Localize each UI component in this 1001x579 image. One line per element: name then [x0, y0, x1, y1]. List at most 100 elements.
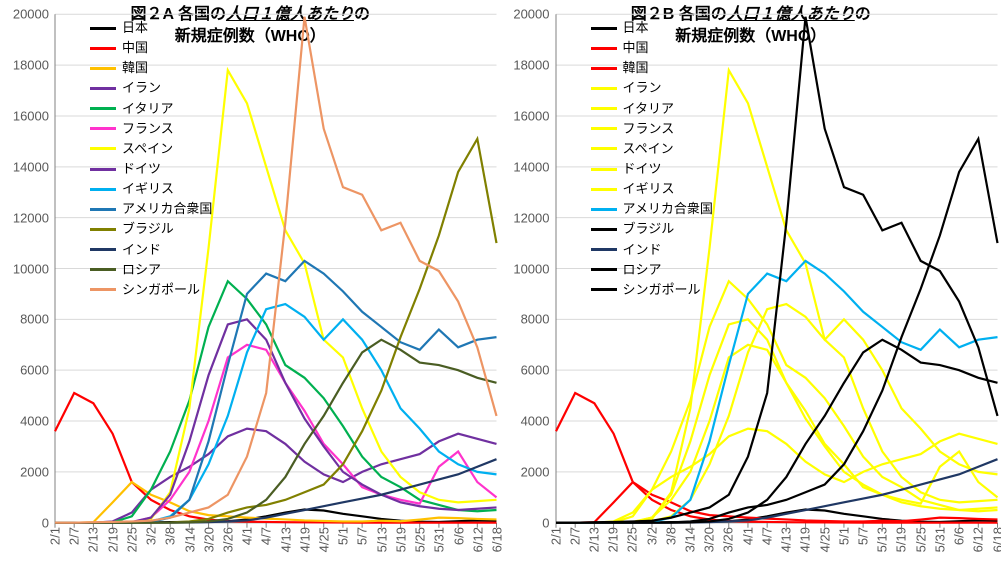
ytick-label: 14000: [13, 159, 49, 174]
series-line: [55, 459, 497, 523]
xtick-label: 3/20: [702, 527, 717, 552]
legend-item: 日本: [90, 18, 212, 38]
legend-label: イタリア: [623, 99, 674, 119]
xtick-label: 2/13: [86, 527, 101, 552]
xtick-label: 3/26: [721, 527, 736, 552]
legend-swatch: [591, 188, 617, 191]
legend-item: 日本: [591, 18, 713, 38]
legend-swatch: [90, 87, 116, 90]
legend-item: ブラジル: [591, 219, 713, 239]
legend-item: フランス: [591, 119, 713, 139]
legend-swatch: [591, 288, 617, 291]
xtick-label: 2/19: [105, 527, 120, 552]
legend-label: シンガポール: [122, 280, 200, 300]
xtick-label: 3/2: [144, 527, 159, 545]
legend-swatch: [90, 268, 116, 271]
legend-swatch: [90, 127, 116, 130]
legend-label: シンガポール: [623, 280, 701, 300]
legend-label: 日本: [122, 18, 148, 38]
legend-swatch: [591, 87, 617, 90]
xtick-label: 5/19: [894, 527, 909, 552]
xtick-label: 4/7: [759, 527, 774, 545]
xtick-label: 4/25: [817, 527, 832, 552]
ytick-label: 18000: [13, 57, 49, 72]
legend-label: イラン: [623, 78, 662, 98]
xtick-label: 3/14: [182, 527, 197, 552]
legend-item: イラン: [90, 78, 212, 98]
xtick-label: 3/8: [663, 527, 678, 545]
legend-label: イタリア: [122, 99, 173, 119]
legend-label: 韓国: [122, 58, 148, 78]
legend-swatch: [90, 107, 116, 110]
legend-swatch: [90, 228, 116, 231]
xtick-label: 3/20: [201, 527, 216, 552]
xtick-label: 4/7: [259, 527, 274, 545]
legend-label: ロシア: [122, 260, 161, 280]
legend-label: 中国: [623, 38, 649, 58]
legend-swatch: [90, 27, 116, 30]
legend-swatch: [90, 168, 116, 171]
ytick-label: 10000: [513, 261, 549, 276]
legend-item: イギリス: [90, 179, 212, 199]
legend-item: アメリカ合衆国: [591, 199, 713, 219]
xtick-label: 3/8: [163, 527, 178, 545]
xtick-label: 2/1: [548, 527, 563, 545]
legend-b: 日本中国韓国イランイタリアフランススペインドイツイギリスアメリカ合衆国ブラジルイ…: [591, 18, 713, 300]
legend-item: イタリア: [90, 99, 212, 119]
legend-item: シンガポール: [591, 280, 713, 300]
legend-label: 日本: [623, 18, 649, 38]
legend-label: ブラジル: [122, 219, 174, 239]
ytick-label: 2000: [521, 465, 550, 480]
legend-swatch: [90, 147, 116, 150]
xtick-label: 5/7: [355, 527, 370, 545]
legend-label: イギリス: [122, 179, 174, 199]
legend-swatch: [90, 288, 116, 291]
legend-item: イギリス: [591, 179, 713, 199]
ytick-label: 16000: [513, 108, 549, 123]
xlabels-b: 2/12/72/132/192/253/23/83/143/203/264/14…: [556, 523, 998, 579]
legend-label: スペイン: [122, 139, 173, 159]
legend-label: ドイツ: [623, 159, 662, 179]
ytick-label: 8000: [20, 312, 49, 327]
legend-swatch: [591, 208, 617, 211]
ytick-label: 12000: [513, 210, 549, 225]
xtick-label: 2/19: [606, 527, 621, 552]
xtick-label: 4/25: [317, 527, 332, 552]
legend-swatch: [591, 107, 617, 110]
legend-label: フランス: [623, 119, 675, 139]
legend-item: 中国: [90, 38, 212, 58]
xtick-label: 5/31: [432, 527, 447, 552]
xtick-label: 6/18: [990, 527, 1001, 552]
ytick-label: 18000: [513, 57, 549, 72]
legend-label: ドイツ: [122, 159, 161, 179]
panel-a: 図２A 各国の人口１億人あたりの 新規症例数（WHO） 日本中国韓国イランイタリ…: [0, 0, 501, 579]
ytick-label: 6000: [521, 363, 550, 378]
xtick-label: 5/1: [336, 527, 351, 545]
xtick-label: 3/26: [220, 527, 235, 552]
ytick-label: 6000: [20, 363, 49, 378]
legend-swatch: [591, 268, 617, 271]
xtick-label: 4/13: [779, 527, 794, 552]
ytick-label: 20000: [513, 7, 549, 22]
panel-b: 図２B 各国の人口１億人あたりの 新規症例数（WHO） 日本中国韓国イランイタリ…: [501, 0, 1001, 579]
legend-item: ロシア: [90, 260, 212, 280]
legend-item: シンガポール: [90, 280, 212, 300]
xtick-label: 2/1: [48, 527, 63, 545]
legend-swatch: [591, 67, 617, 70]
legend-label: 韓国: [623, 58, 649, 78]
legend-swatch: [90, 188, 116, 191]
legend-item: 中国: [591, 38, 713, 58]
legend-label: インド: [623, 240, 662, 260]
legend-swatch: [591, 27, 617, 30]
legend-item: アメリカ合衆国: [90, 199, 212, 219]
legend-item: ロシア: [591, 260, 713, 280]
xtick-label: 6/6: [952, 527, 967, 545]
xtick-label: 5/25: [413, 527, 428, 552]
ytick-label: 2000: [20, 465, 49, 480]
xtick-label: 5/25: [913, 527, 928, 552]
legend-label: インド: [122, 240, 161, 260]
legend-a: 日本中国韓国イランイタリアフランススペインドイツイギリスアメリカ合衆国ブラジルイ…: [90, 18, 212, 300]
legend-swatch: [591, 168, 617, 171]
xtick-label: 4/19: [798, 527, 813, 552]
legend-label: アメリカ合衆国: [623, 199, 713, 219]
